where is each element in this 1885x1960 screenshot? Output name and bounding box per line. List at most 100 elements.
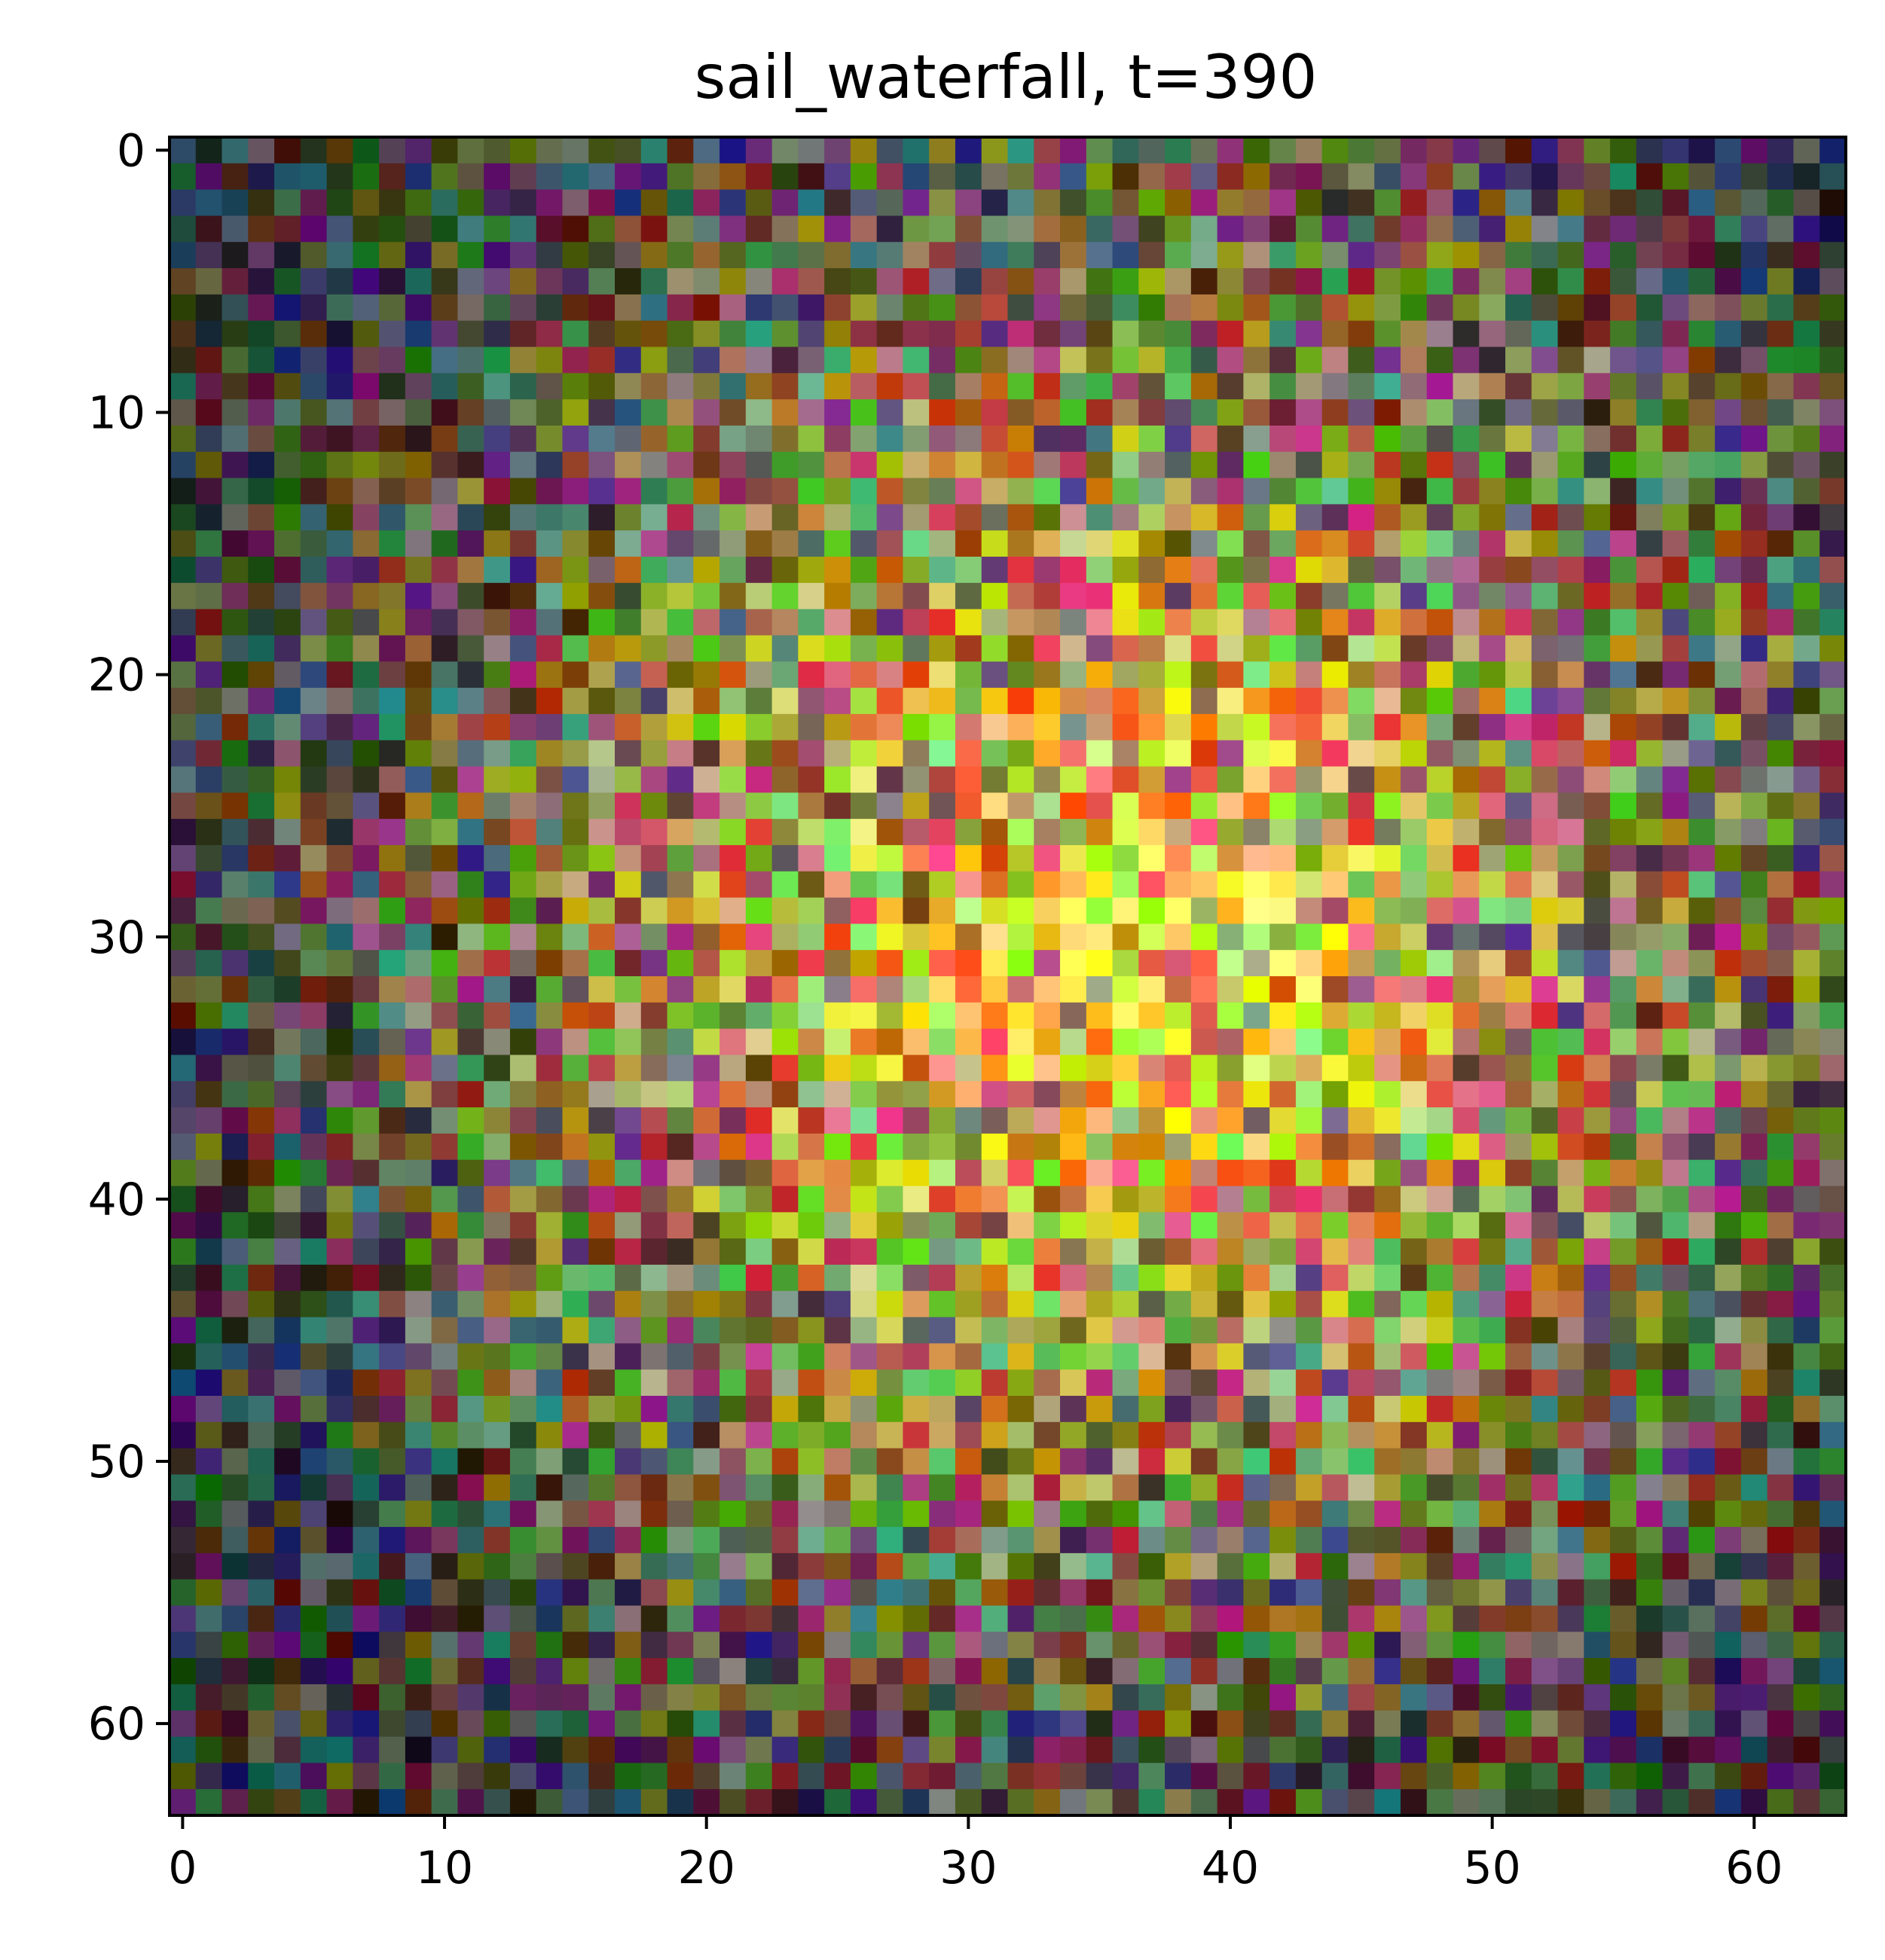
heatmap-cell <box>1453 1002 1480 1030</box>
heatmap-cell <box>562 1658 589 1685</box>
heatmap-cell <box>457 1081 484 1108</box>
heatmap-cell <box>353 1369 380 1397</box>
heatmap-cell <box>1295 347 1323 374</box>
heatmap-cell <box>195 1159 223 1187</box>
heatmap-cell <box>1688 557 1715 584</box>
heatmap-cell <box>274 1736 301 1763</box>
heatmap-cell <box>405 924 432 951</box>
heatmap-cell <box>615 425 642 453</box>
heatmap-cell <box>693 635 720 662</box>
heatmap-cell <box>929 1684 956 1711</box>
heatmap-cell <box>719 688 747 715</box>
heatmap-cell <box>562 950 589 977</box>
heatmap-cell <box>274 1684 301 1711</box>
heatmap-cell <box>955 373 982 400</box>
heatmap-cell <box>1531 320 1559 348</box>
heatmap-cell <box>1165 844 1192 872</box>
heatmap-cell <box>1007 294 1034 322</box>
heatmap-cell <box>1740 792 1768 820</box>
heatmap-cell <box>1217 1421 1244 1449</box>
heatmap-cell <box>1400 189 1428 217</box>
heatmap-cell <box>562 1290 589 1318</box>
heatmap-cell <box>850 819 878 846</box>
heatmap-cell <box>719 635 747 662</box>
heatmap-cell <box>981 1763 1009 1790</box>
heatmap-cell <box>248 1789 275 1816</box>
heatmap-cell <box>1662 1421 1690 1449</box>
heatmap-cell <box>1767 1159 1795 1187</box>
heatmap-cell <box>431 1369 459 1397</box>
heatmap-cell <box>771 1684 799 1711</box>
heatmap-cell <box>1767 1736 1795 1763</box>
heatmap-cell <box>536 661 564 688</box>
heatmap-cell <box>1295 451 1323 479</box>
heatmap-cell <box>1400 1579 1428 1607</box>
heatmap-cell <box>1400 1421 1428 1449</box>
heatmap-cell <box>745 347 773 374</box>
heatmap-cell <box>1348 1107 1375 1134</box>
heatmap-cell <box>1557 1186 1584 1213</box>
heatmap-cell <box>1007 1055 1034 1082</box>
heatmap-cell <box>929 504 956 531</box>
heatmap-cell <box>1217 268 1244 295</box>
heatmap-cell <box>1243 819 1270 846</box>
heatmap-cell <box>1374 1684 1401 1711</box>
heatmap-cell <box>1453 713 1480 741</box>
heatmap-cell <box>667 792 694 820</box>
heatmap-cell <box>195 897 223 924</box>
heatmap-cell <box>667 976 694 1003</box>
heatmap-cell <box>1217 1317 1244 1344</box>
heatmap-cell <box>798 1133 825 1161</box>
heatmap-cell <box>1819 294 1847 322</box>
heatmap-cell <box>248 1632 275 1659</box>
heatmap-cell <box>431 844 459 872</box>
heatmap-cell <box>1715 1186 1742 1213</box>
heatmap-cell <box>1138 1186 1166 1213</box>
heatmap-cell <box>640 137 668 164</box>
heatmap-cell <box>667 1133 694 1161</box>
heatmap-cell <box>1190 1448 1218 1476</box>
heatmap-cell <box>484 819 511 846</box>
heatmap-cell <box>1636 1448 1664 1476</box>
heatmap-cell <box>1793 530 1820 557</box>
heatmap-cell <box>509 1579 537 1607</box>
heatmap-cell <box>1138 1369 1166 1397</box>
heatmap-cell <box>1007 189 1034 217</box>
heatmap-cell <box>300 1343 328 1370</box>
heatmap-cell <box>1165 373 1192 400</box>
heatmap-cell <box>562 268 589 295</box>
heatmap-cell <box>1112 1369 1139 1397</box>
heatmap-cell <box>300 1736 328 1763</box>
heatmap-cell <box>1584 478 1611 505</box>
heatmap-cell <box>1321 399 1349 426</box>
heatmap-cell <box>1112 1133 1139 1161</box>
heatmap-cell <box>1610 582 1637 610</box>
heatmap-cell <box>1165 268 1192 295</box>
heatmap-cell <box>1295 1396 1323 1423</box>
heatmap-cell <box>1374 530 1401 557</box>
heatmap-cell <box>1662 819 1690 846</box>
heatmap-cell <box>850 137 878 164</box>
heatmap-cell <box>1662 1264 1690 1292</box>
heatmap-cell <box>379 163 406 191</box>
heatmap-cell <box>170 1552 197 1580</box>
heatmap-cell <box>1584 1107 1611 1134</box>
heatmap-cell <box>1557 530 1584 557</box>
heatmap-cell <box>771 792 799 820</box>
heatmap-cell <box>1112 347 1139 374</box>
heatmap-cell <box>615 713 642 741</box>
heatmap-cell <box>1426 1527 1454 1554</box>
heatmap-cell <box>300 1396 328 1423</box>
heatmap-cell <box>1086 582 1114 610</box>
heatmap-cell <box>536 1002 564 1030</box>
heatmap-cell <box>1321 557 1349 584</box>
heatmap-cell <box>1688 1579 1715 1607</box>
heatmap-cell <box>170 688 197 715</box>
heatmap-cell <box>1060 294 1087 322</box>
heatmap-cell <box>353 451 380 479</box>
heatmap-cell <box>719 792 747 820</box>
heatmap-cell <box>274 582 301 610</box>
heatmap-cell <box>1374 713 1401 741</box>
heatmap-cell <box>457 373 484 400</box>
heatmap-cell <box>484 373 511 400</box>
